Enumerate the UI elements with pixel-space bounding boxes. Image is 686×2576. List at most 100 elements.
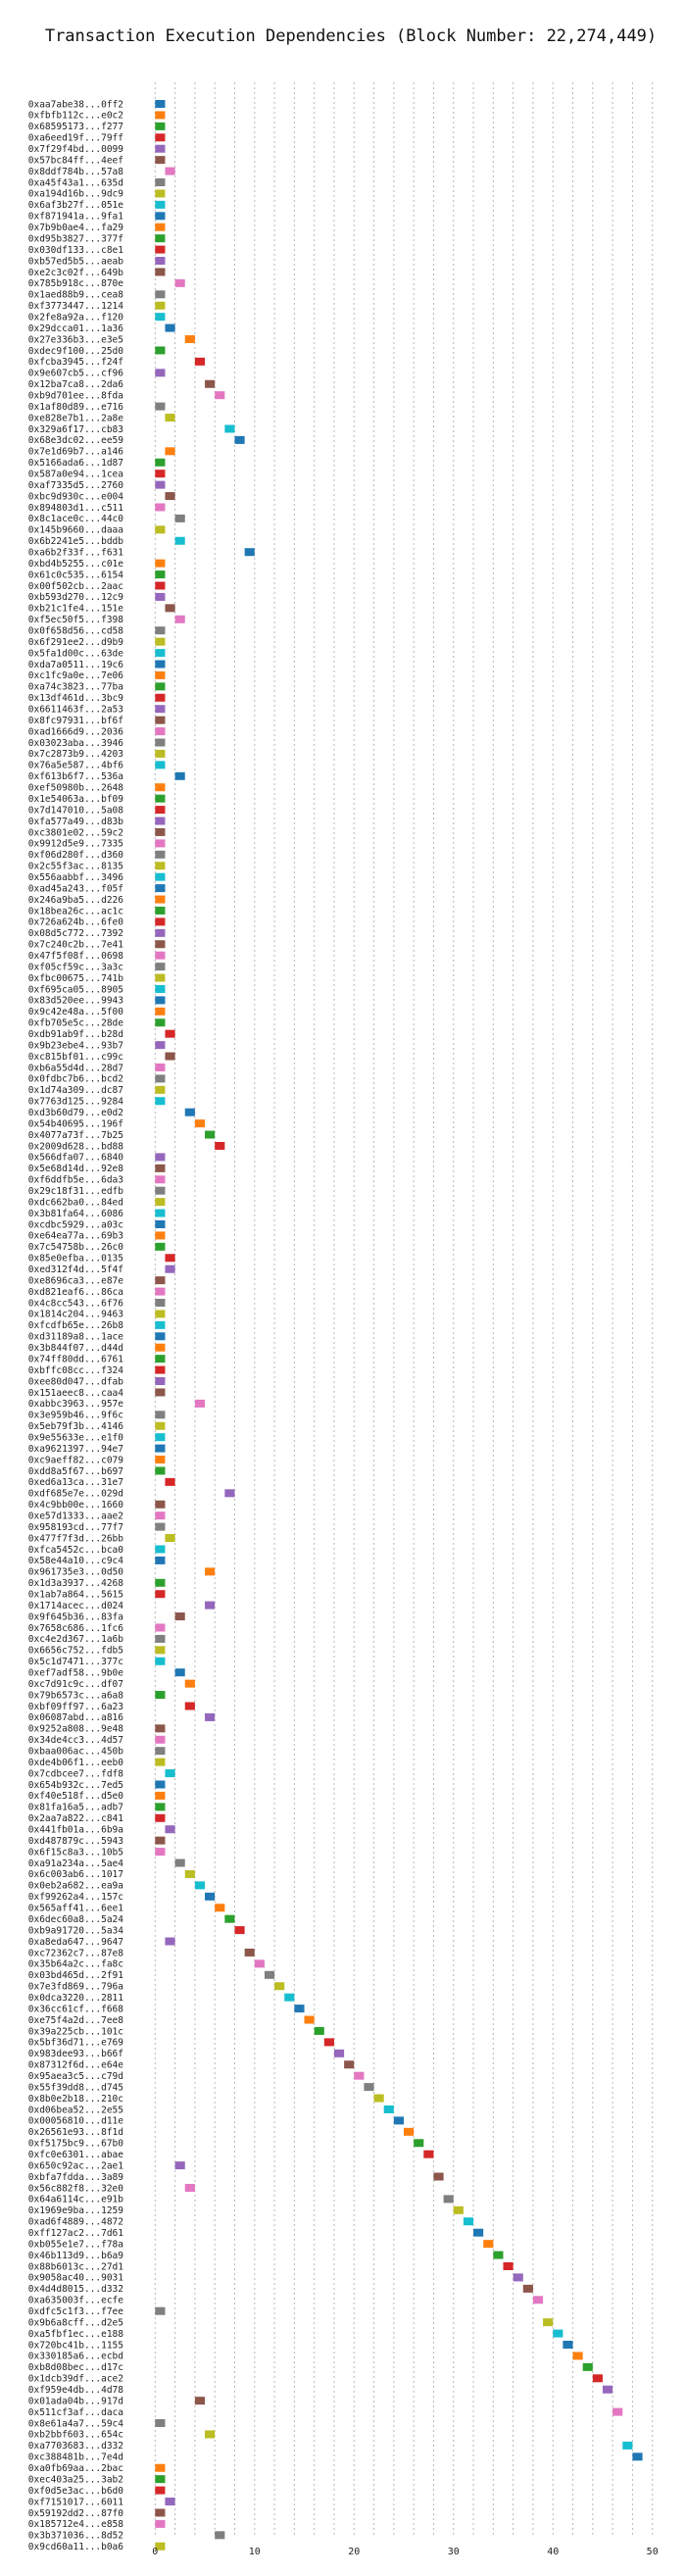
tx-label: 0x55f39dd8...d745 [28,2082,123,2093]
tx-bar [582,2362,593,2371]
tx-label: 0xdc662ba0...84ed [28,1197,123,1208]
tx-label: 0x08d5c772...7392 [28,928,123,939]
tx-label: 0x18bea26c...ac1c [28,906,123,916]
tx-label: 0xa6b2f33f...f631 [28,548,124,559]
tx-bar [184,335,195,344]
tx-label: 0xda7a0511...19c6 [28,660,124,670]
tx-bar [622,2441,633,2450]
tx-bar [155,670,166,679]
tx-label: 0xf05cf59c...3a3c [28,962,123,972]
tx-label: 0x2c55f3ac...8135 [28,862,123,872]
x-tick-label: 0 [152,2547,158,2557]
tx-label: 0x441fb01a...6b9a [28,1825,123,1836]
tx-bar [155,682,166,691]
tx-label: 0xa6eed19f...79ff [28,133,123,144]
tx-label: 0x76a5e587...4bf6 [28,761,124,771]
tx-bar [155,234,166,243]
tx-bar [155,1097,166,1106]
tx-label: 0xa74c3823...77ba [28,682,123,693]
tx-label: 0x958193cd...77f7 [28,1522,123,1533]
tx-bar [155,1466,166,1475]
tx-bar [155,2486,166,2495]
tx-label: 0xfcba3945...f24f [28,357,123,368]
tx-label: 0x9c42e48a...5f00 [28,1007,124,1017]
tx-bar [155,1848,166,1857]
tx-label: 0x27e336b3...e3e5 [28,334,123,345]
tx-label: 0xb21c1fe4...151e [28,604,124,615]
tx-bar [364,2083,374,2092]
tx-label: 0x6f291ee2...d9b9 [28,637,124,648]
tx-bar [632,2452,643,2461]
tx-bar [205,1601,216,1610]
tx-bar [155,1085,166,1094]
tx-label: 0x785b918c...870e [28,278,124,289]
tx-bar [155,1388,166,1397]
tx-label: 0x7e1d69b7...a146 [28,447,124,458]
tx-bar [155,827,166,836]
tx-label: 0x1e54063a...bf09 [28,794,124,805]
tx-label: 0xc3801e02...59c2 [28,827,123,838]
tx-label: 0x3e959b46...9f6c [28,1411,123,1421]
tx-label: 0x145b9660...daaa [28,525,123,536]
tx-bar [165,1052,175,1061]
tx-label: 0xec403a25...3ab2 [28,2474,123,2485]
tx-bar [155,884,166,893]
tx-label: 0x1814c204...9463 [28,1310,123,1320]
tx-bar [205,379,216,388]
tx-bar [155,1623,166,1632]
tx-label: 0xaf7335d5...2760 [28,480,124,491]
tx-label: 0x9f645b36...83fa [28,1611,123,1622]
tx-bar [612,2407,623,2416]
tx-label: 0xc72362c7...87e8 [28,1948,124,1958]
tx-label: 0x6656c752...fdb5 [28,1646,123,1657]
tx-bar [155,761,166,769]
tx-bar [155,973,166,982]
tx-bar [155,928,166,937]
tx-bar [174,536,185,545]
tx-bar [333,2049,345,2057]
tx-bar [155,1813,166,1822]
tx-bar [473,2228,484,2237]
tx-bar [563,2341,573,2349]
tx-bar [194,2397,206,2405]
tx-label: 0x9e55633e...e1f0 [28,1432,124,1443]
tx-label: 0xf0d5e3ac...b6d0 [28,2486,124,2497]
tx-bar [284,1993,295,2002]
tx-label: 0xb2bbf603...654c [28,2430,123,2441]
tx-label: 0x6dec60a8...5a24 [28,1914,124,1925]
tx-bar [155,268,166,276]
tx-label: 0xff127ac2...7d61 [28,2228,124,2239]
tx-label: 0x0f658d56...cd58 [28,626,124,637]
tx-label: 0x9b23ebe4...93b7 [28,1040,123,1051]
tx-label: 0xc4e2d367...1a6b [28,1634,124,1645]
tx-label: 0x8fc97931...bf6f [28,716,123,726]
tx-bar [234,1926,245,1935]
x-tick-label: 10 [249,2547,261,2557]
tx-bar [373,2094,384,2103]
tx-label: 0x0dca3220...2811 [28,1993,124,2004]
tx-label: 0x00056810...d11e [28,2116,124,2127]
tx-bar [532,2296,544,2304]
x-tick-label: 50 [647,2547,659,2557]
tx-bar [184,1702,195,1710]
tx-bar [205,1130,216,1139]
tx-bar [155,189,166,198]
tx-bar [155,749,166,758]
tx-label: 0xa7703683...d332 [28,2441,123,2452]
tx-label: 0x8ddf784b...57a8 [28,167,124,177]
tx-label: 0x1dcb39df...ace2 [28,2374,123,2385]
tx-label: 0x46b113d9...b6a9 [28,2251,124,2261]
tx-bar [155,649,166,658]
tx-bar [155,1634,166,1643]
tx-label: 0x185712e4...e858 [28,2519,124,2530]
tx-bar [155,223,166,231]
tx-label: 0xde4b06f1...eeb0 [28,1758,124,1768]
tx-label: 0xc7d91c9c...df07 [28,1679,123,1690]
tx-bar [155,1522,166,1531]
tx-bar [155,2475,166,2484]
tx-bar [155,1444,166,1453]
tx-bar [155,1310,166,1318]
tx-bar [165,1769,175,1778]
tx-label: 0x3b81fa64...6086 [28,1209,124,1219]
